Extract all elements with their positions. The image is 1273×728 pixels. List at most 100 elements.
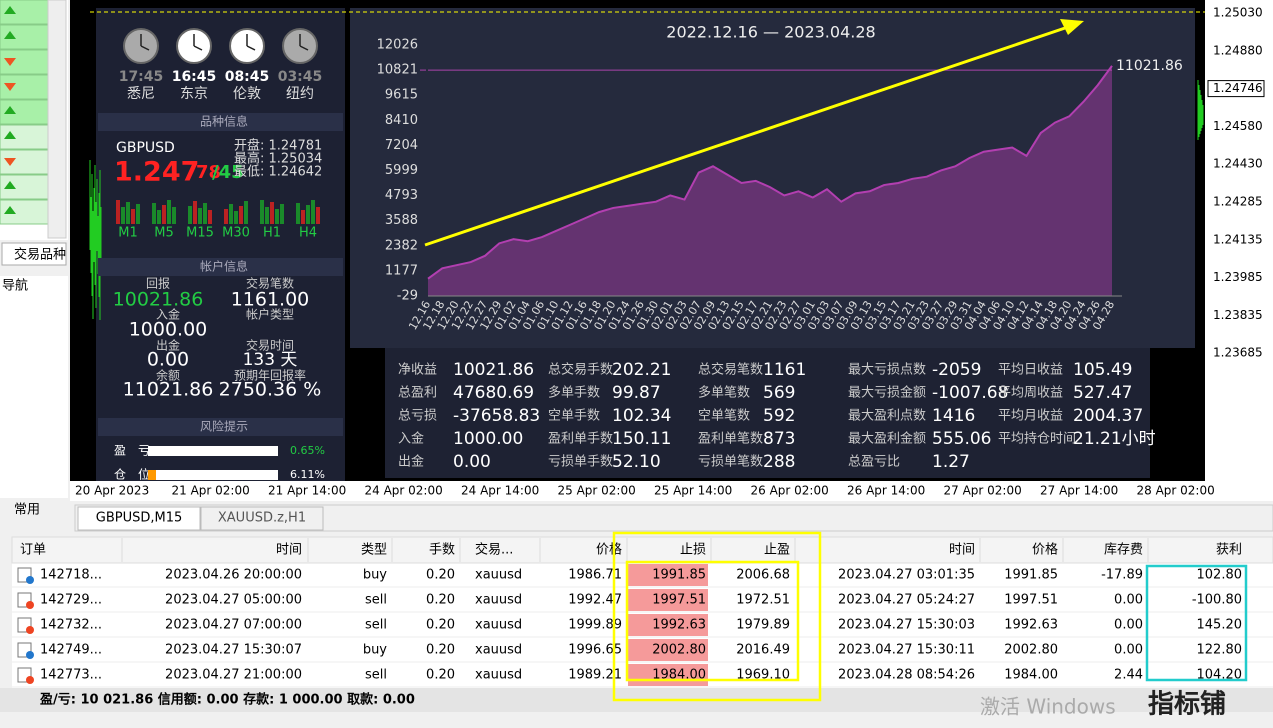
label: 78 [196,162,221,183]
timeframe: M1 [118,226,138,241]
value: 11021.86 [123,379,214,401]
label: 盈利单笔数 [698,431,763,447]
label: 最大盈利点数 [848,409,926,424]
status-text: 盈/亏: 10 021.86 信用额: 0.00 存款: 1 000.00 取款… [39,692,415,708]
tf-bar [136,204,140,224]
tf-bar [239,206,243,224]
tf-bar [296,203,300,224]
cell: 1991.85 [652,568,706,583]
tf-bar [270,202,274,224]
value: 1161 [763,360,806,380]
arrow-icon [4,158,16,166]
value: 105.49 [1073,360,1132,380]
label: 净收益 [398,363,437,378]
tf-bar [193,201,197,224]
section-title: 帐户信息 [200,259,248,274]
y-tick-label: 3588 [385,213,418,228]
arrow-icon [4,31,16,39]
tf-bar [306,205,310,224]
tab[interactable] [200,506,324,531]
time-label: 25 Apr 14:00 [654,484,732,498]
area [428,65,1112,296]
cell: buy [363,568,387,583]
cell: 142773... [40,668,102,683]
section-title: 品种信息 [200,114,248,129]
stop-loss-cell [628,639,708,661]
value: 1.27 [932,452,970,472]
column-header: 类型 [361,543,387,558]
clock-hand [140,45,150,51]
clock-city: 东京 [180,86,208,102]
label: 多单笔数 [698,385,750,401]
cell: 2023.04.27 15:30:03 [838,618,975,633]
scrollbar [47,0,67,239]
cell: sell [365,593,387,608]
price-label: 1.24746 [1213,81,1263,95]
cell: sell [365,618,387,633]
cell: 1979.89 [736,618,790,633]
price-label: 1.24880 [1213,43,1263,57]
label: 盈利单手数 [548,432,613,447]
cell: sell [365,668,387,683]
label: 预期年回报率 [234,368,306,383]
tab[interactable] [1,242,67,266]
value: 1416 [932,406,975,426]
y-tick-label: 2382 [385,238,418,253]
label: 总盈利 [398,386,437,401]
order-dot [26,651,34,659]
cell: xauusd [475,618,522,633]
label: 总交易手数 [548,362,613,378]
tf-bar [301,210,305,224]
section-header [98,258,343,276]
order-dot [26,601,34,609]
label: 最高: 1.25034 [234,151,322,167]
y-tick-label: -29 [397,289,418,304]
value: 99.87 [612,383,661,403]
label: 最低: 1.24642 [234,165,322,180]
value: 150.11 [612,429,671,449]
clock-time: 17:45 [119,69,164,85]
time-label: 28 Apr 02:00 [1137,484,1215,498]
tf-bar [167,200,171,224]
value: 133 天 [243,350,298,370]
arrow-icon [4,58,16,66]
highlight-box [625,560,800,682]
time-label: 24 Apr 14:00 [461,484,539,498]
cell: 2023.04.27 03:01:35 [838,568,975,583]
label: 多单手数 [548,385,600,401]
tf-bar [229,204,233,224]
value: 1161.00 [231,289,310,311]
label: 亏损单笔数 [698,454,763,470]
timeframe: M15 [186,226,214,241]
stop-loss-cell [628,589,708,611]
label: 0.65% [290,444,325,457]
price-label: 1.24430 [1213,157,1263,171]
column-header: 时间 [276,543,302,558]
cell: 2016.49 [736,643,790,658]
arrow-icon [4,181,16,189]
info-panel [96,8,345,481]
timeframe: H1 [263,226,281,241]
tab[interactable] [77,506,201,531]
risk-bar [148,470,278,480]
cell: 2023.04.27 07:00:00 [165,618,302,633]
section-header [98,113,343,131]
tf-bar [208,210,212,224]
label: 平均月收益 [998,409,1063,424]
navigator [0,276,68,498]
time-label: 20 Apr 2023 [75,484,149,498]
timeframe: M30 [222,226,250,241]
label: 亏损单手数 [548,455,613,470]
cell: 1984.00 [1004,668,1058,683]
cell: 1992.63 [1004,618,1058,633]
risk-bar [148,446,278,456]
value: 10021.86 [453,360,534,380]
label: 平均周收益 [998,386,1063,401]
value: -37658.83 [453,406,540,426]
stop-loss-cell [628,564,708,586]
tf-bar [131,209,135,224]
cell: 2023.04.28 08:54:26 [838,668,975,683]
clock-city: 纽约 [286,86,314,102]
arrow-icon [4,6,16,14]
price-label: 1.25030 [1213,6,1263,20]
